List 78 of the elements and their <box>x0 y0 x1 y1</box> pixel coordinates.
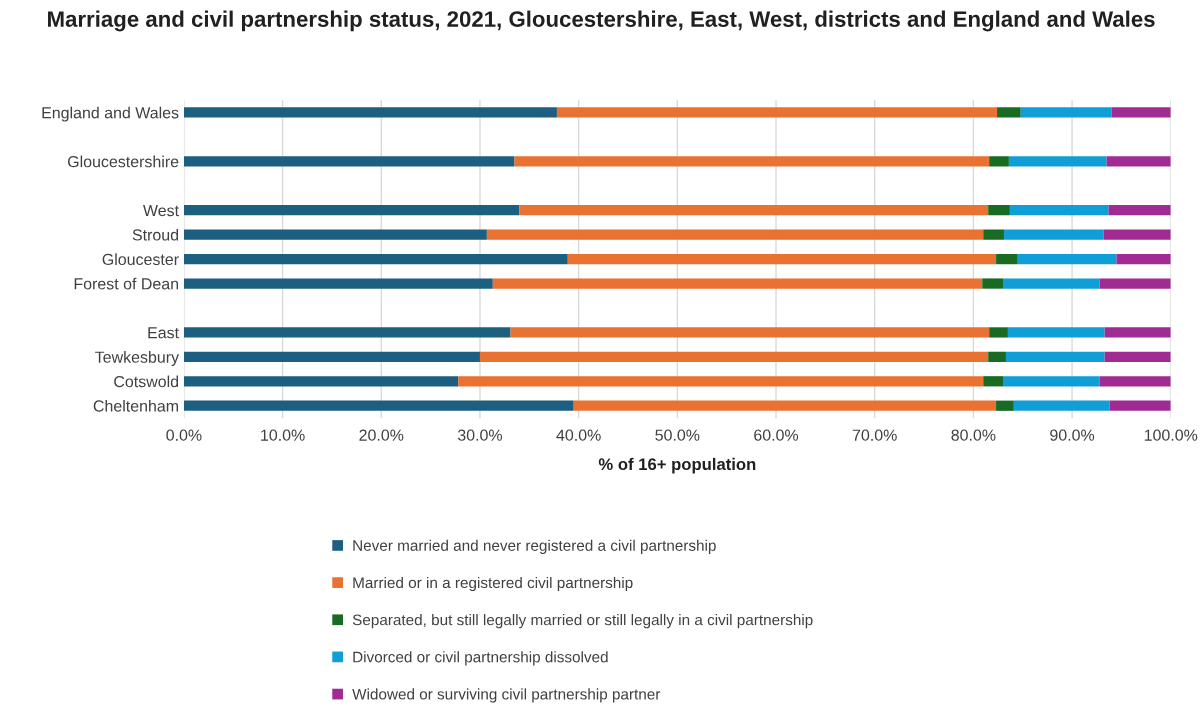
bar <box>183 376 459 387</box>
bar <box>1008 156 1107 167</box>
bar <box>458 376 984 387</box>
y-tick-label: Forest of Dean <box>74 277 179 290</box>
bar <box>1003 229 1104 240</box>
y-tick-label: Gloucester <box>102 253 179 266</box>
bar <box>996 253 1018 265</box>
bar <box>183 400 574 411</box>
bar <box>1103 229 1171 240</box>
bar <box>183 327 511 338</box>
bar <box>1020 107 1112 118</box>
y-tick-label: East <box>148 327 179 339</box>
x-tick-label: 70.0% <box>852 429 897 441</box>
bar <box>1109 400 1171 411</box>
bar <box>1002 376 1100 387</box>
x-tick-label: 90.0% <box>1050 429 1095 441</box>
bar <box>1108 205 1171 216</box>
x-axis-title: % of 16+ population <box>598 457 756 474</box>
bar <box>982 278 1003 289</box>
bar <box>183 229 487 240</box>
x-tick-label: 60.0% <box>754 429 799 441</box>
bar <box>183 107 557 118</box>
bar <box>556 107 998 118</box>
bar <box>486 229 984 240</box>
legend-label: Married or in a registered civil partnership <box>353 576 633 592</box>
bar <box>989 327 1008 338</box>
y-tick-label: Cheltenham <box>93 399 178 412</box>
bar <box>492 278 983 289</box>
bar <box>1099 376 1171 387</box>
x-tick-label: 80.0% <box>951 429 996 441</box>
bar <box>519 205 989 216</box>
bar <box>1002 278 1100 289</box>
bar <box>1009 205 1109 216</box>
x-tick-label: 10.0% <box>261 429 305 441</box>
bar <box>1104 351 1171 362</box>
bar <box>997 107 1021 118</box>
bar <box>573 400 997 411</box>
legend-label: Separated, but still legally married or still legally in a civil partnership <box>352 614 813 629</box>
bar <box>996 400 1014 411</box>
bar <box>1007 327 1105 338</box>
bar <box>183 205 520 216</box>
y-tick-label: England and Wales <box>42 106 179 122</box>
y-tick-label: Stroud <box>132 228 179 241</box>
bar <box>1013 400 1110 411</box>
bar <box>1017 253 1117 265</box>
y-tick-label: Tewkesbury <box>95 351 180 366</box>
x-tick-label: 0.0% <box>166 429 202 441</box>
bar <box>183 278 493 289</box>
y-tick-label: Gloucestershire <box>68 155 179 168</box>
x-tick-label: 40.0% <box>556 429 601 441</box>
bar <box>1005 351 1105 362</box>
bar <box>183 351 480 362</box>
bar <box>1099 278 1171 289</box>
bar <box>479 351 989 362</box>
x-tick-label: 100.0% <box>1144 429 1198 441</box>
bar <box>983 229 1004 240</box>
x-tick-label: 20.0% <box>359 429 404 441</box>
bar <box>988 351 1006 362</box>
legend-label: Widowed or surviving civil partnership partner <box>352 688 661 703</box>
legend-label: Divorced or civil partnership dissolved <box>353 651 608 666</box>
bar <box>183 253 568 265</box>
bar <box>1111 107 1171 118</box>
bar <box>514 156 990 167</box>
bar <box>1116 253 1171 265</box>
chart-title: Marriage and civil partnership status, 2021, Gloucestershire, East, West, districts and England and Wales <box>48 10 1155 32</box>
bar <box>1106 156 1171 167</box>
bar <box>988 205 1010 216</box>
bar <box>183 156 515 167</box>
bar <box>989 156 1009 167</box>
x-tick-label: 50.0% <box>655 429 700 441</box>
bar <box>1104 327 1171 338</box>
legend-label: Never married and never registered a civil partnership <box>353 539 716 554</box>
bar <box>983 376 1003 387</box>
y-tick-label: Cotswold <box>114 375 179 388</box>
bar <box>510 327 990 338</box>
x-tick-label: 30.0% <box>457 429 503 441</box>
bar <box>567 253 997 265</box>
y-tick-label: West <box>143 205 179 217</box>
